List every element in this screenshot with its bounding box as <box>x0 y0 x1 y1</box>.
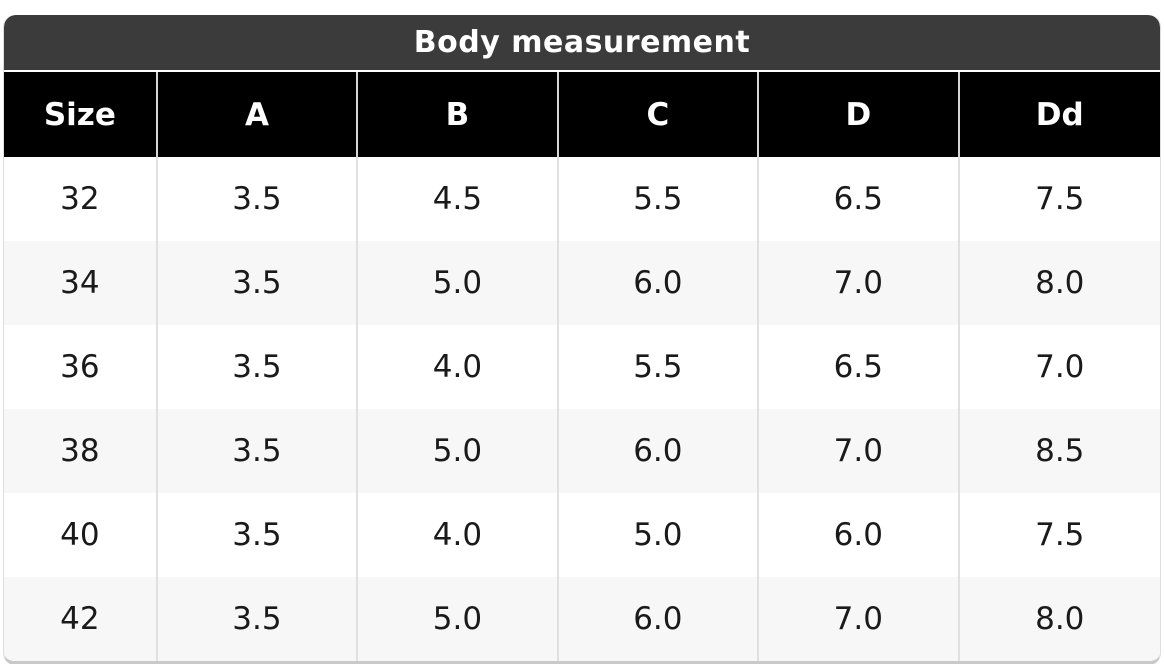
table-cell: 6.5 <box>759 157 960 241</box>
table-cell: 7.0 <box>959 325 1160 409</box>
table-cell: 4.0 <box>358 493 559 577</box>
table-cell: 40 <box>4 493 158 577</box>
table-row: 36 3.5 4.0 5.5 6.5 7.0 <box>4 325 1160 409</box>
table-cell: 3.5 <box>157 325 359 409</box>
table-cell: 8.0 <box>959 241 1160 325</box>
table-cell: 6.0 <box>558 409 760 493</box>
table-cell: 36 <box>4 325 158 409</box>
table-cell: 5.0 <box>558 493 760 577</box>
table-cell: 3.5 <box>157 493 359 577</box>
table-cell: 3.5 <box>157 241 359 325</box>
column-header-size: Size <box>4 72 158 157</box>
table-row: 40 3.5 4.0 5.0 6.0 7.5 <box>4 493 1160 577</box>
table-cell: 6.0 <box>759 493 960 577</box>
table-cell: 5.5 <box>558 325 760 409</box>
table-cell: 5.0 <box>358 577 559 661</box>
column-header-a: A <box>157 72 359 157</box>
table-body: 32 3.5 4.5 5.5 6.5 7.5 34 3.5 5.0 6.0 7.0 8.0 36 3.5 4… <box>4 157 1160 661</box>
table-cell: 5.0 <box>358 409 559 493</box>
table-cell: 38 <box>4 409 158 493</box>
table-cell: 4.0 <box>358 325 559 409</box>
table-cell: 6.0 <box>558 577 760 661</box>
table-cell: 6.5 <box>759 325 960 409</box>
table-cell: 8.5 <box>959 409 1160 493</box>
table-cell: 7.0 <box>759 241 960 325</box>
table-cell: 34 <box>4 241 158 325</box>
table-cell: 3.5 <box>157 577 359 661</box>
table-header: Size A B C D Dd <box>4 72 1160 157</box>
table-row: 42 3.5 5.0 6.0 7.0 8.0 <box>4 577 1160 661</box>
table-cell: 32 <box>4 157 158 241</box>
table-cell: 5.5 <box>558 157 760 241</box>
table-cell: 4.5 <box>358 157 559 241</box>
body-measurement-table-card: Body measurement Size A B C D Dd 32 3.5 4.… <box>3 15 1161 664</box>
table-cell: 7.5 <box>959 493 1160 577</box>
table-cell: 3.5 <box>157 409 359 493</box>
table-cell: 6.0 <box>558 241 760 325</box>
table-cell: 3.5 <box>157 157 359 241</box>
table-cell: 7.5 <box>959 157 1160 241</box>
table-cell: 5.0 <box>358 241 559 325</box>
column-header-c: C <box>558 72 760 157</box>
table-title: Body measurement <box>4 15 1160 70</box>
table-header-row: Size A B C D Dd <box>4 72 1160 157</box>
table-cell: 7.0 <box>759 409 960 493</box>
table-cell: 42 <box>4 577 158 661</box>
table-cell: 8.0 <box>959 577 1160 661</box>
table-row: 38 3.5 5.0 6.0 7.0 8.5 <box>4 409 1160 493</box>
column-header-d: D <box>759 72 960 157</box>
table-row: 34 3.5 5.0 6.0 7.0 8.0 <box>4 241 1160 325</box>
body-measurement-table: Size A B C D Dd 32 3.5 4.5 5.5 6.5 7.5 34 3.5 5.… <box>4 72 1160 661</box>
column-header-b: B <box>358 72 559 157</box>
column-header-dd: Dd <box>959 72 1160 157</box>
table-row: 32 3.5 4.5 5.5 6.5 7.5 <box>4 157 1160 241</box>
table-cell: 7.0 <box>759 577 960 661</box>
